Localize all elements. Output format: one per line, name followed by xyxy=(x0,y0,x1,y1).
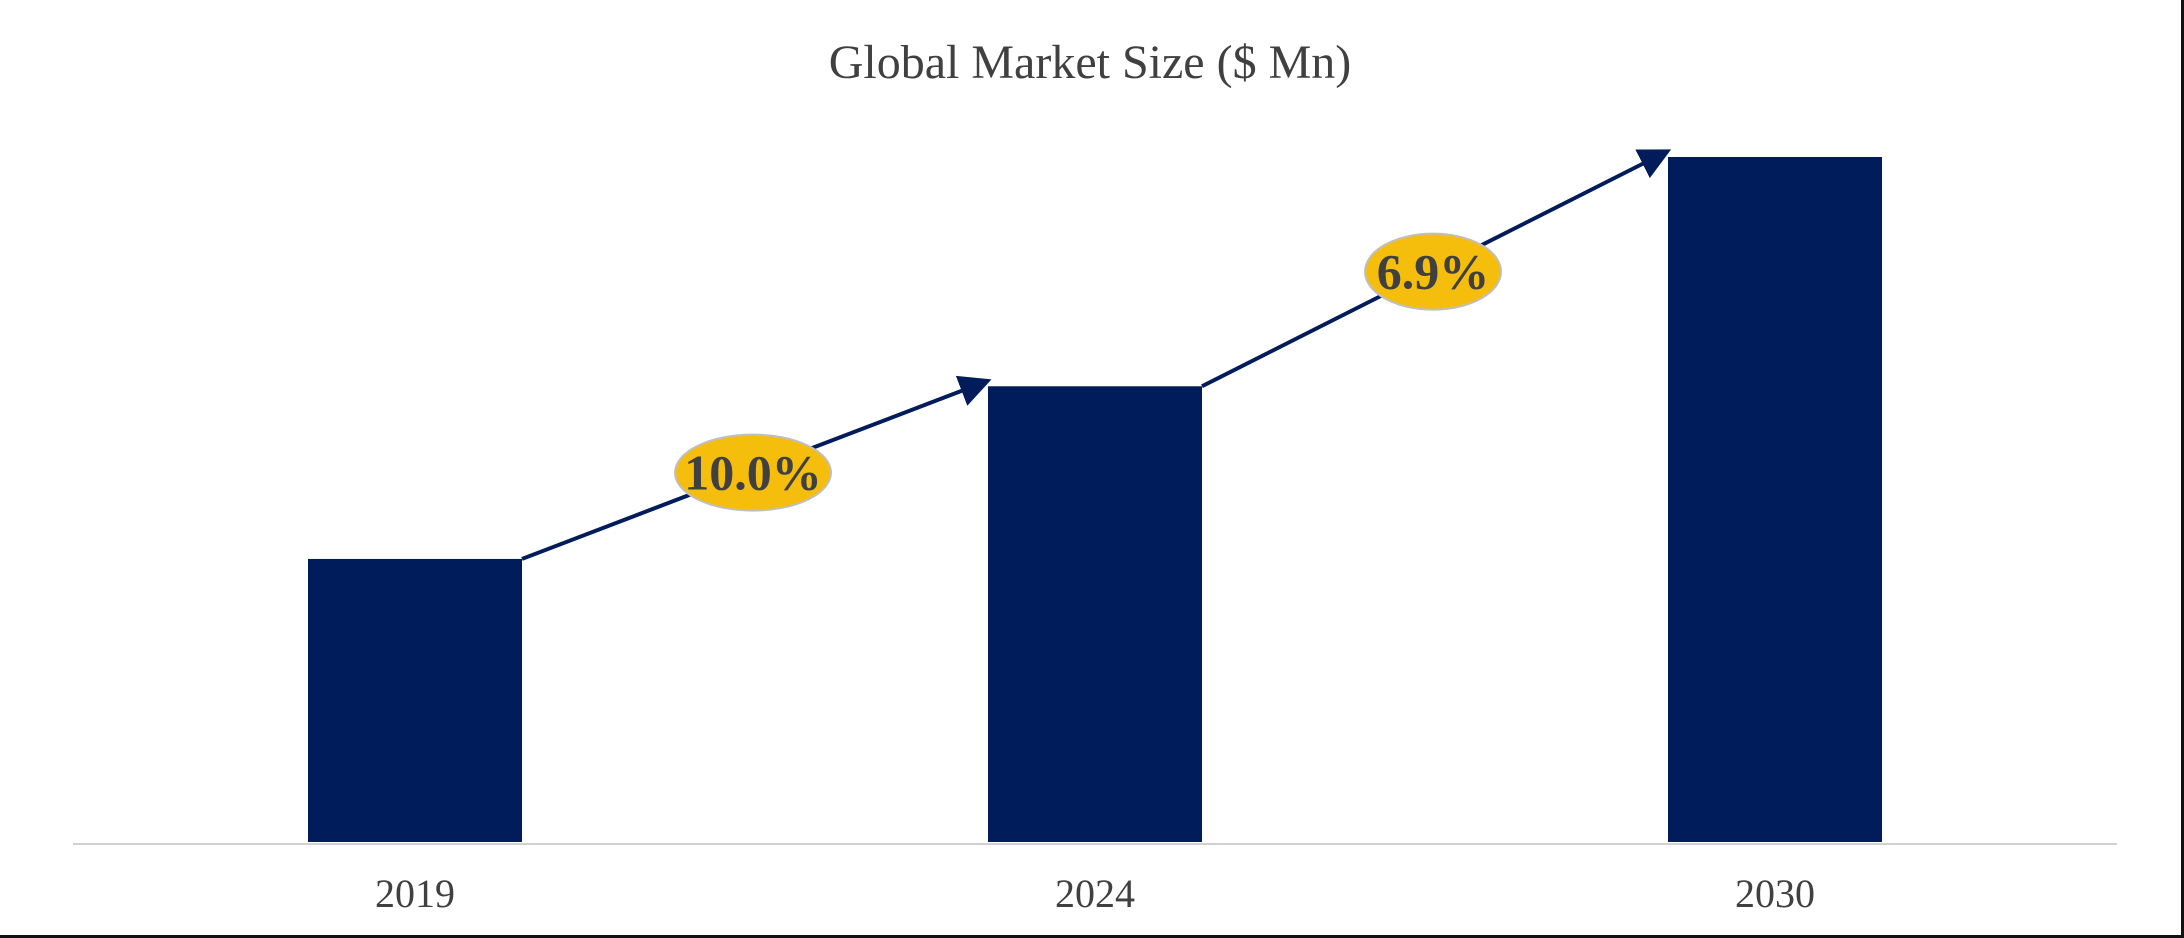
bar-2030 xyxy=(1668,157,1882,842)
bar-2024 xyxy=(988,386,1202,842)
cagr-badge-1 xyxy=(674,433,832,512)
plot-area: 2019 2024 2030 10.0% 6.9% xyxy=(73,149,2117,916)
cagr-label-1: 10.0% xyxy=(684,445,822,501)
x-tick-label-2030: 2030 xyxy=(1735,871,1815,916)
cagr-label-2: 6.9% xyxy=(1377,244,1490,300)
x-tick-label-2019: 2019 xyxy=(375,871,455,916)
cagr-badge-2 xyxy=(1364,232,1502,311)
x-tick-label-2024: 2024 xyxy=(1055,871,1135,916)
chart-title: Global Market Size ($ Mn) xyxy=(829,36,1352,89)
bar-2019 xyxy=(308,558,522,842)
